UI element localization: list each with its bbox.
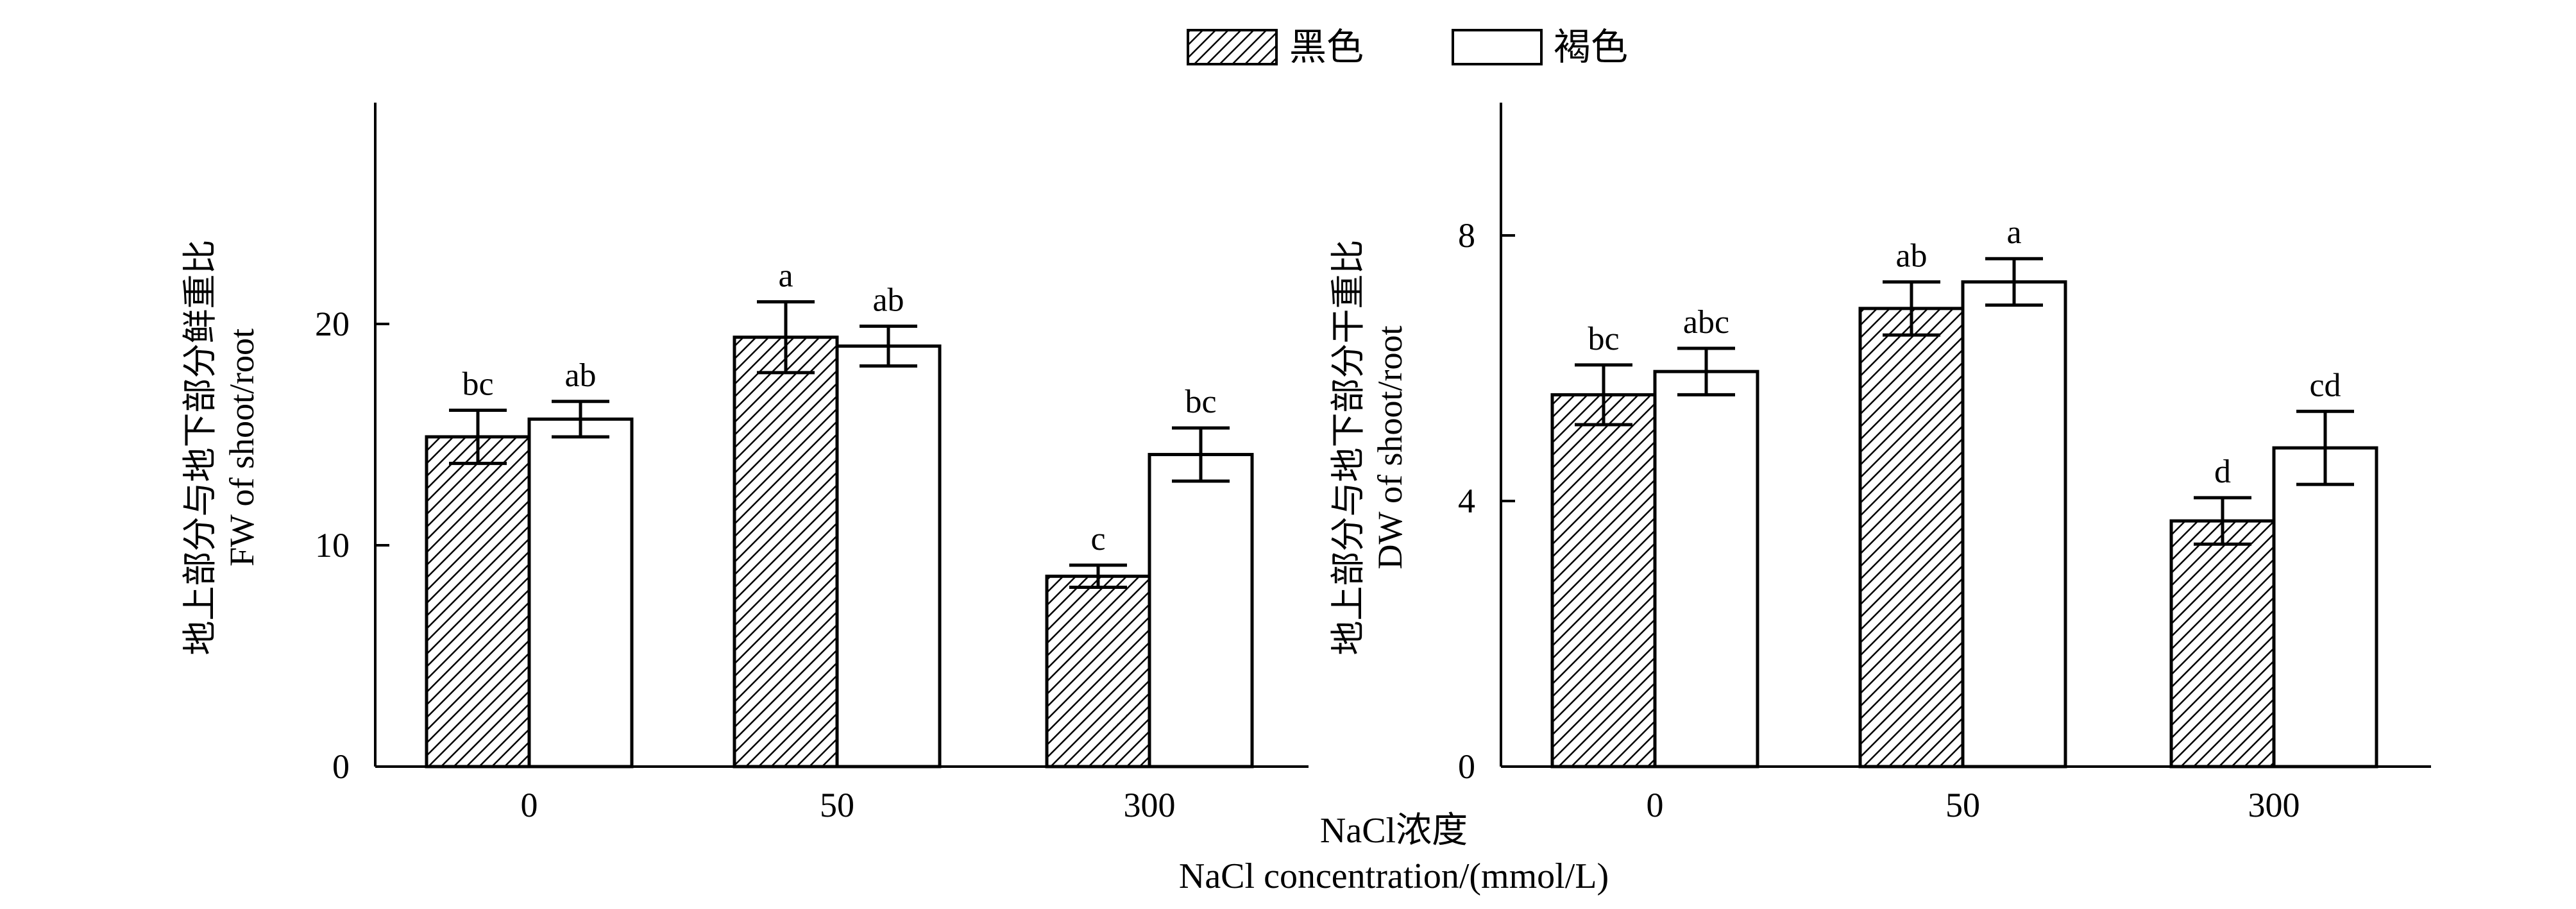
bar-empty	[1148, 453, 1254, 769]
y-tick-label: 4	[1458, 482, 1475, 520]
significance-label: ab	[1895, 237, 1927, 274]
x-axis-title-en: NaCl concentration/(mmol/L)	[1179, 856, 1609, 896]
significance-label: ab	[872, 282, 904, 318]
y-axis-title-en: FW of shoot/root	[223, 328, 261, 566]
bar-hatch	[1550, 393, 1657, 769]
y-tick-label: 0	[332, 747, 350, 786]
bar-empty	[2272, 446, 2378, 769]
significance-label: bc	[462, 366, 493, 403]
fw-panel: 0 10 20 0 50 300 地上部分与地下部分鲜重比 FW of shoot/root b…	[181, 103, 1309, 824]
dw-panel: 0 4 8 0 50 300 地上部分与地下部分干重比 DW of shoot/root bc a…	[1329, 103, 2431, 824]
bar-empty	[1653, 370, 1759, 769]
significance-label: abc	[1683, 304, 1729, 341]
x-tick-label: 300	[1124, 786, 1176, 824]
significance-label: d	[2214, 454, 2231, 490]
x-tick-label: 0	[521, 786, 538, 824]
significance-label: cd	[2309, 367, 2341, 404]
significance-label: ab	[564, 357, 596, 394]
legend-swatch-hatch	[1187, 29, 1278, 65]
legend-swatch-empty	[1452, 29, 1543, 65]
y-tick-label: 0	[1458, 747, 1475, 786]
y-axis-title-en: DW of shoot/root	[1371, 326, 1409, 570]
bar-empty	[835, 344, 942, 769]
y-axis-title-cn: 地上部分与地下部分干重比	[1329, 240, 1368, 656]
y-axis-title-cn: 地上部分与地下部分鲜重比	[181, 240, 219, 656]
bar-hatch	[733, 336, 839, 769]
legend-label-hatch: 黑色	[1289, 26, 1364, 68]
bar-hatch	[1858, 307, 1965, 769]
y-tick-label: 20	[315, 305, 350, 343]
bar-empty	[1961, 280, 2067, 769]
bar-hatch	[2169, 519, 2276, 769]
x-tick-label: 300	[2248, 786, 2300, 824]
significance-label: bc	[1185, 384, 1216, 420]
x-tick-label: 50	[820, 786, 854, 824]
bar-empty	[527, 417, 634, 769]
x-axis-title-cn: NaCl浓度	[1320, 811, 1468, 851]
significance-label: a	[778, 258, 793, 294]
legend: 黑色 褐色	[1187, 26, 1628, 68]
y-tick-label: 8	[1458, 216, 1475, 255]
bar-hatch	[425, 435, 531, 769]
significance-label: a	[2006, 214, 2021, 251]
x-tick-label: 50	[1945, 786, 1980, 824]
bar-hatch	[1045, 574, 1151, 769]
significance-label: bc	[1588, 321, 1619, 357]
significance-label: c	[1090, 521, 1105, 557]
y-tick-label: 10	[315, 526, 350, 565]
legend-label-empty: 褐色	[1554, 26, 1628, 68]
x-tick-label: 0	[1647, 786, 1664, 824]
